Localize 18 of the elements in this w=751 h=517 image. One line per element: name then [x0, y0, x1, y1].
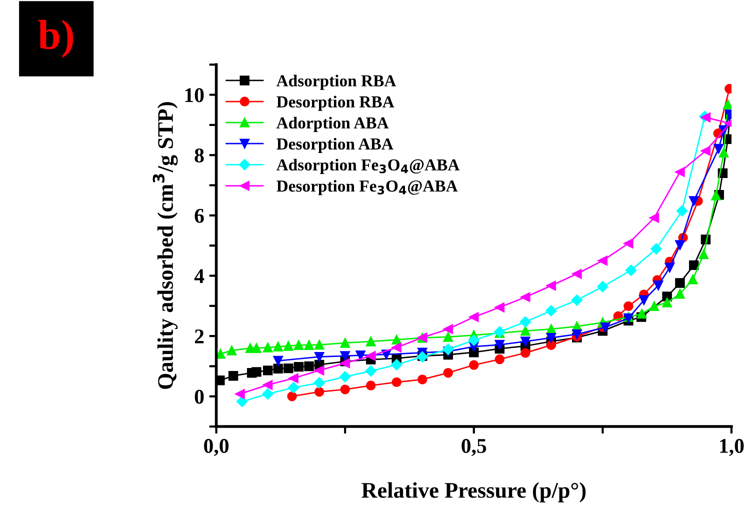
legend-label: Adorption ABA: [276, 116, 389, 132]
x-axis-title: Relative Pressure (p/p°): [362, 482, 586, 502]
text: b): [38, 20, 74, 58]
x-tick-label: 1,0: [720, 438, 744, 456]
legend-label: Desorption Fe$_{3}$O$_{4}$@ABA: [276, 180, 458, 196]
y-tick-label: 0: [194, 390, 204, 404]
legend-label: Desorption ABA: [276, 138, 394, 153]
x-tick-label: 0,0: [204, 438, 229, 456]
legend-label: Adsorption Fe$_{3}$O$_{4}$@ABA: [276, 158, 460, 174]
y-tick-label: 2: [194, 329, 204, 344]
y-tick-label: 10: [185, 88, 204, 102]
legend-label: Desorption RBA: [276, 96, 394, 111]
legend-label: Adsorption RBA: [276, 74, 396, 90]
y-tick-label: 4: [194, 269, 204, 283]
y-tick-label: 6: [194, 208, 204, 223]
y-tick-label: 8: [194, 148, 204, 163]
y-axis-title: Qaulity adsorbed (cm$^{3}$/g STP): [152, 102, 178, 389]
x-tick-label: 0,5: [462, 438, 486, 456]
